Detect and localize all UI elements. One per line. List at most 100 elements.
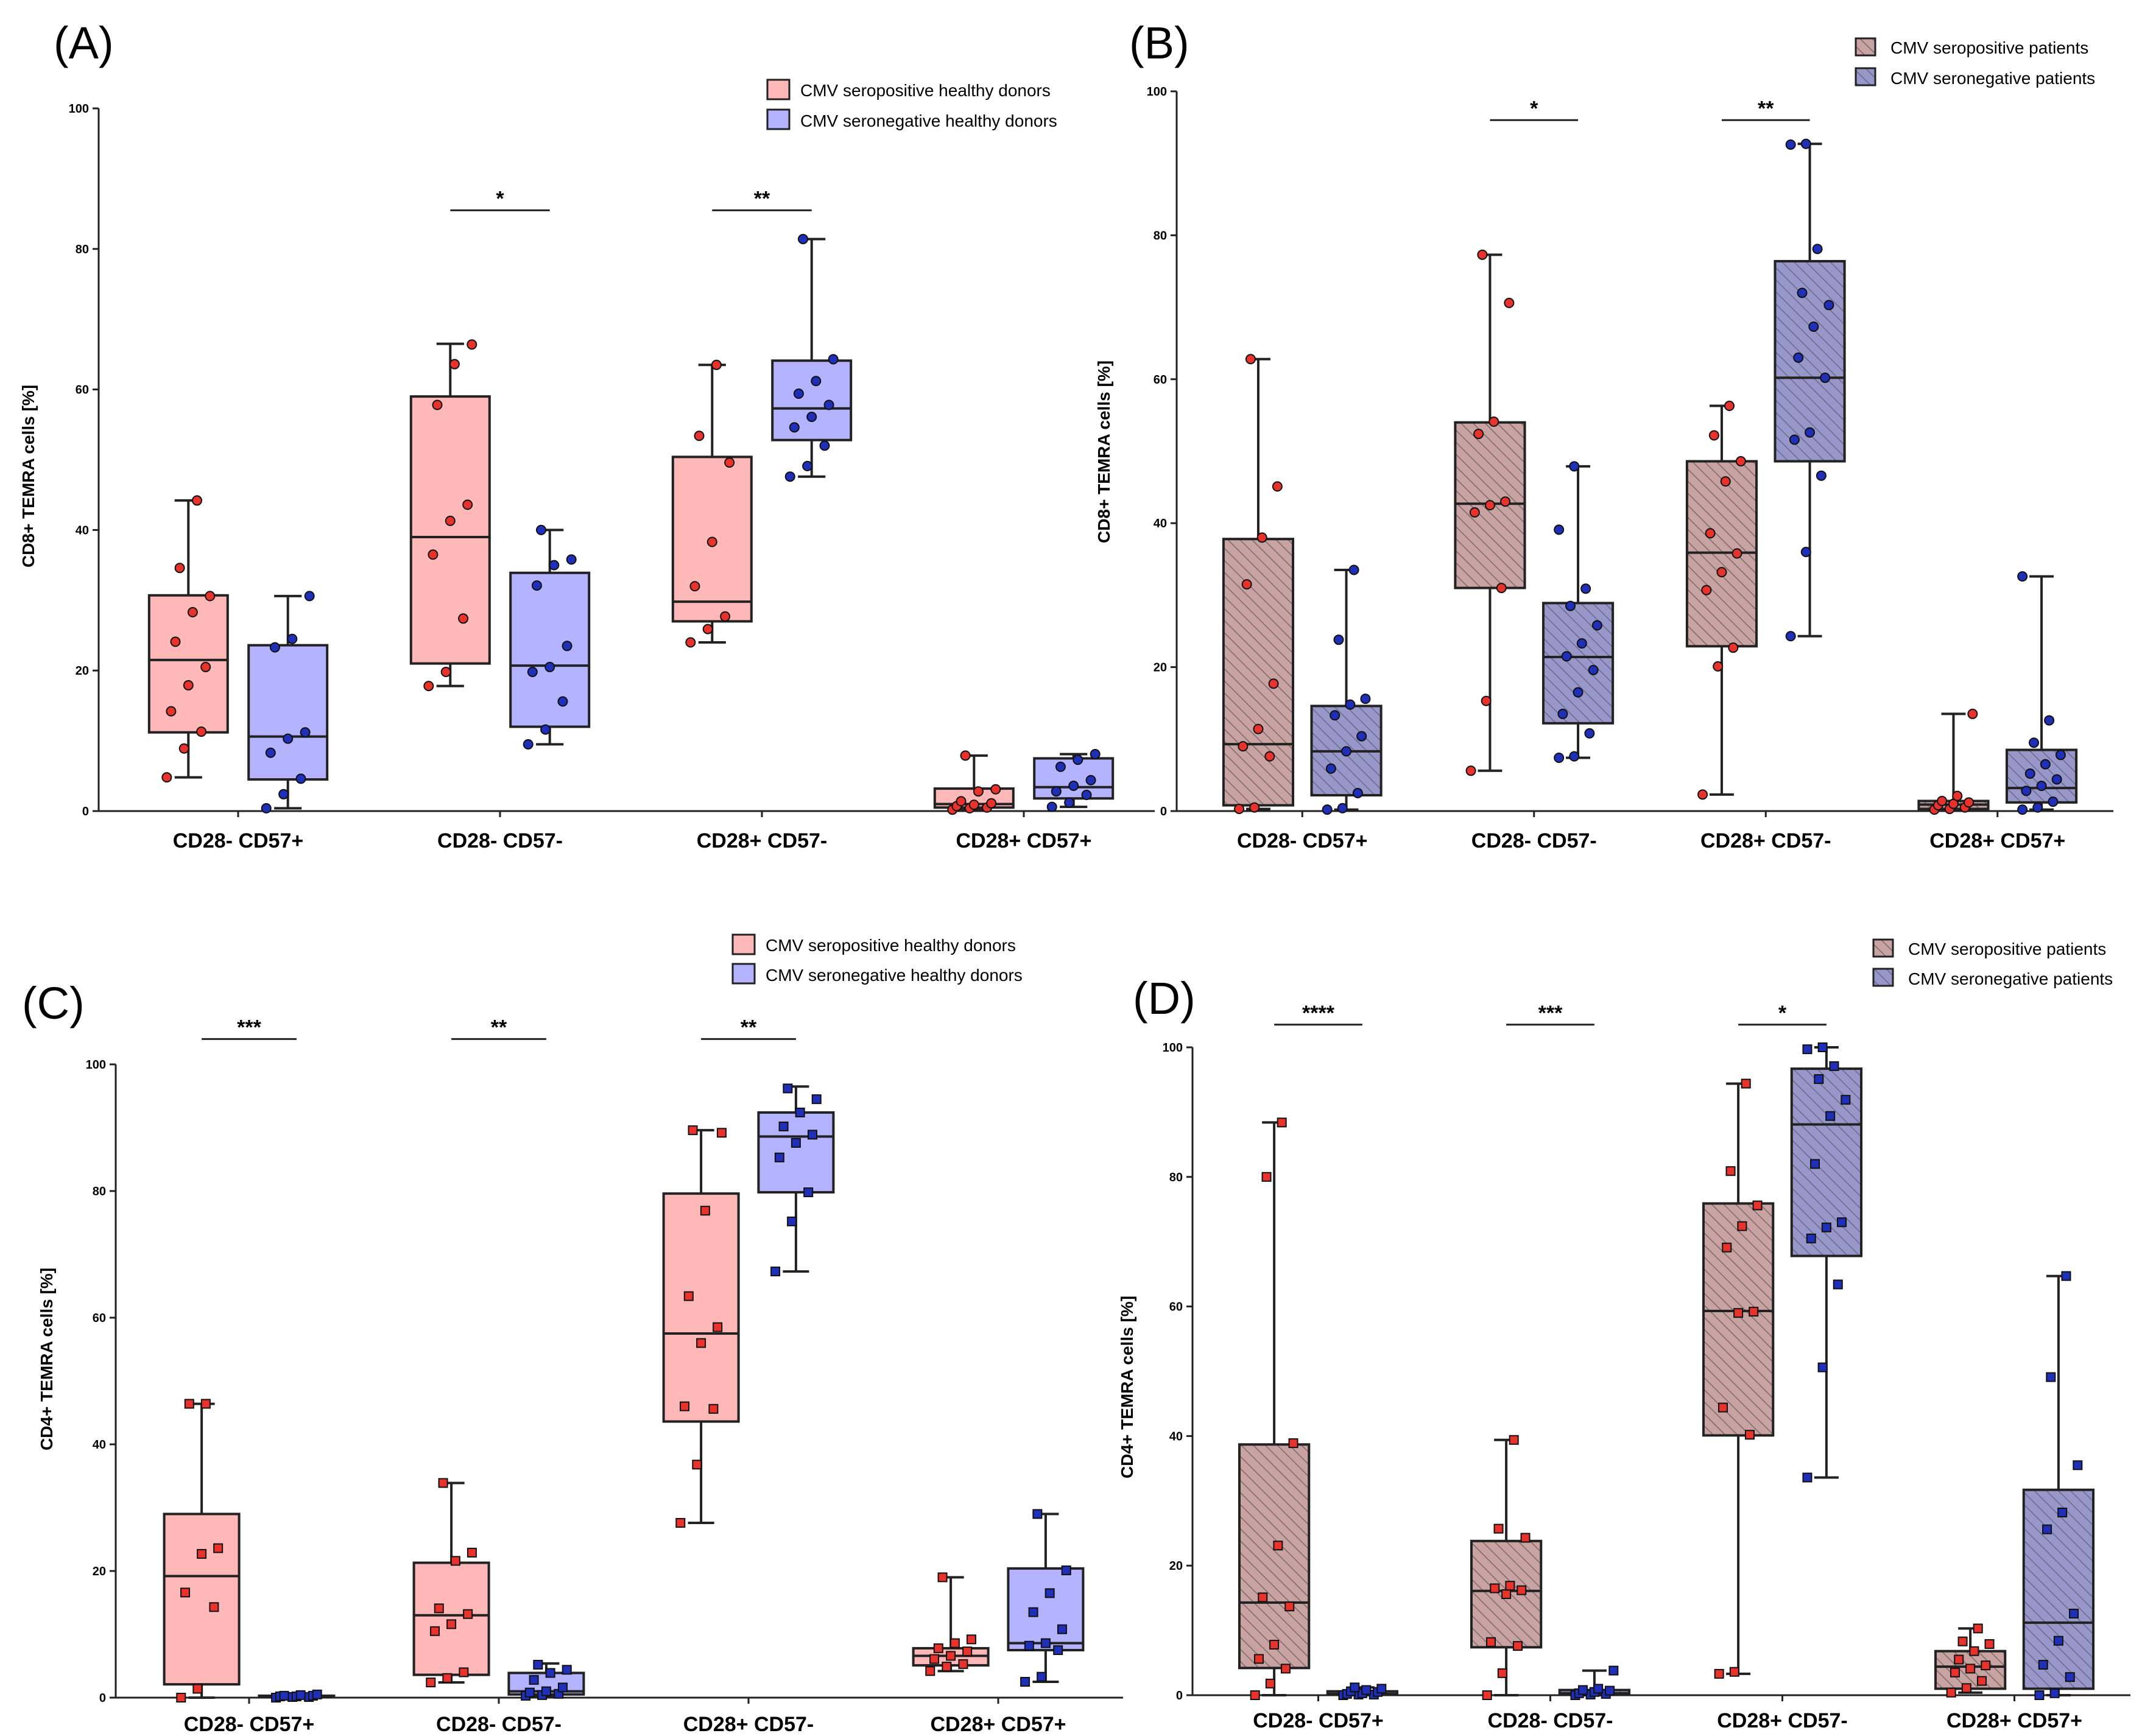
panel-c-plot: 0 20 40 60 80 100 CD28- CD57+ CD28- CD57- CD28+ … — [86, 1016, 1123, 1736]
data-point-seronegative — [1040, 1638, 1051, 1648]
category-label: CD28+ CD57+ — [1929, 829, 2065, 852]
data-point-seronegative — [1797, 287, 1808, 298]
legend-label-seronegative: CMV seronegative patients — [1890, 69, 2095, 88]
data-point-seropositive — [1288, 1438, 1298, 1449]
data-point-seronegative — [795, 1108, 805, 1118]
data-point-seropositive — [200, 661, 211, 672]
data-point-seronegative — [1569, 461, 1580, 472]
data-point-seropositive — [973, 786, 984, 797]
data-point-seropositive — [1732, 548, 1742, 559]
legend-label-seronegative: CMV seronegative healthy donors — [800, 111, 1057, 130]
data-point-seronegative — [2017, 571, 2028, 582]
data-point-seronegative — [1578, 1685, 1588, 1695]
data-point-seronegative — [549, 560, 560, 571]
data-point-seropositive — [1749, 1307, 1759, 1317]
data-point-seronegative — [1361, 1685, 1372, 1695]
panel-a-ylabel: CD8+ TEMRA cells [%] — [19, 385, 38, 568]
data-point-seropositive — [423, 681, 434, 692]
data-point-seropositive — [440, 667, 451, 678]
data-point-seropositive — [1973, 1623, 1983, 1634]
data-point-seronegative — [1817, 1362, 1828, 1372]
data-point-seronegative — [2073, 1460, 2083, 1471]
data-point-seropositive — [1277, 1117, 1287, 1128]
data-point-seronegative — [540, 724, 551, 735]
data-point-seropositive — [459, 1667, 469, 1678]
data-point-seropositive — [430, 1626, 440, 1636]
category-label: CD28- CD57- — [436, 1713, 562, 1736]
data-point-seropositive — [675, 1517, 686, 1528]
panel-b-letter: (B) — [1129, 18, 1189, 68]
panel-b-legend: CMV seropositive patients CMV seronegati… — [1855, 37, 2095, 88]
data-point-seropositive — [960, 750, 971, 761]
data-point-seropositive — [213, 1543, 224, 1553]
data-point-seronegative — [1821, 1222, 1831, 1232]
data-point-seropositive — [1280, 1664, 1291, 1674]
y-tick-label: 0 — [82, 805, 89, 818]
data-point-seropositive — [1465, 765, 1476, 776]
data-point-seropositive — [711, 359, 722, 370]
data-point-seronegative — [2044, 715, 2055, 726]
data-point-seropositive — [1273, 1541, 1283, 1551]
legend-label-seronegative: CMV seronegative healthy donors — [766, 966, 1023, 985]
data-point-seropositive — [1954, 1654, 1964, 1665]
data-point-seropositive — [1713, 661, 1724, 672]
data-point-seropositive — [1714, 1668, 1724, 1679]
data-point-seronegative — [1073, 754, 1083, 765]
y-tick-label: 20 — [93, 1565, 106, 1578]
data-point-seronegative — [1090, 749, 1101, 760]
data-point-seropositive — [949, 1638, 960, 1648]
data-point-seronegative — [1833, 1279, 1843, 1290]
y-tick-label: 20 — [76, 664, 89, 678]
category-label: CD28+ CD57- — [1717, 1709, 1847, 1732]
category-label: CD28+ CD57- — [683, 1713, 814, 1736]
data-point-seropositive — [1269, 1640, 1280, 1650]
data-point-seronegative — [1817, 1042, 1828, 1052]
data-point-seronegative — [1057, 1624, 1067, 1634]
data-point-seronegative — [1020, 1677, 1030, 1687]
data-point-seropositive — [191, 495, 202, 506]
y-tick-label: 80 — [1154, 229, 1167, 242]
data-point-seropositive — [178, 743, 189, 754]
data-point-seronegative — [1341, 746, 1352, 757]
data-point-seronegative — [557, 1682, 568, 1693]
data-point-seropositive — [708, 1404, 719, 1414]
data-point-seronegative — [1825, 1111, 1836, 1121]
data-point-seronegative — [1802, 1044, 1813, 1055]
data-point-seropositive — [986, 798, 997, 809]
panel-c-legend: CMV seropositive healthy donors CMV sero… — [731, 933, 1023, 985]
data-point-seropositive — [1950, 1667, 1960, 1678]
data-point-seronegative — [523, 739, 534, 750]
data-point-seropositive — [434, 1603, 444, 1614]
box-seropositive — [662, 1192, 740, 1423]
y-tick-label: 100 — [1163, 1041, 1183, 1055]
data-point-seropositive — [200, 1399, 211, 1409]
data-point-seropositive — [1512, 1641, 1523, 1651]
data-point-seropositive — [716, 1128, 727, 1138]
data-point-seropositive — [1937, 795, 1948, 806]
data-point-seronegative — [304, 591, 315, 602]
data-point-seronegative — [2017, 804, 2028, 815]
data-point-seronegative — [1800, 546, 1811, 557]
data-point-seropositive — [962, 1646, 973, 1657]
data-point-seronegative — [802, 460, 813, 471]
data-point-seropositive — [1725, 1166, 1736, 1176]
data-point-seronegative — [1814, 1074, 1824, 1084]
y-tick-label: 40 — [76, 524, 89, 537]
panel-d: (D) CD4+ TEMRA cells [%] CMV seropositiv… — [1118, 938, 2130, 1732]
data-point-seronegative — [2055, 750, 2066, 761]
data-point-seropositive — [1701, 585, 1712, 596]
data-point-seropositive — [1509, 1435, 1519, 1445]
data-point-seropositive — [209, 1602, 219, 1612]
panel-d-letter: (D) — [1133, 973, 1196, 1024]
data-point-seronegative — [2021, 785, 2032, 796]
y-tick-label: 20 — [1154, 661, 1167, 675]
data-point-seronegative — [1348, 564, 1359, 575]
data-point-seronegative — [1554, 753, 1565, 764]
data-point-seropositive — [1250, 1690, 1260, 1700]
data-point-seropositive — [1744, 1430, 1755, 1440]
category-label: CD28- CD57+ — [173, 829, 303, 852]
legend-swatch-seronegative — [766, 108, 791, 130]
data-point-seropositive — [1253, 1654, 1264, 1664]
data-point-seronegative — [819, 440, 830, 451]
data-point-seronegative — [1576, 638, 1587, 649]
